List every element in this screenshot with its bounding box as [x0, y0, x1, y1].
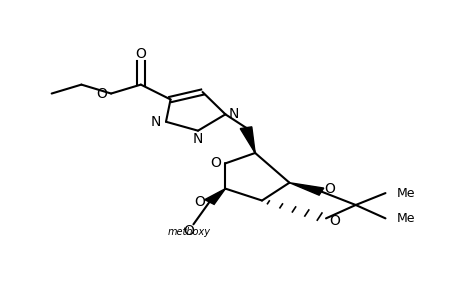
- Text: N: N: [192, 132, 203, 146]
- Text: N: N: [228, 107, 238, 121]
- Text: methoxy: methoxy: [167, 227, 210, 237]
- Text: Me: Me: [396, 212, 414, 225]
- Polygon shape: [240, 127, 255, 153]
- Text: N: N: [151, 115, 161, 129]
- Polygon shape: [204, 189, 225, 204]
- Text: Me: Me: [396, 187, 414, 200]
- Polygon shape: [289, 183, 323, 195]
- Text: O: O: [194, 195, 204, 209]
- Text: O: O: [324, 182, 335, 196]
- Text: O: O: [183, 224, 194, 238]
- Text: O: O: [209, 156, 220, 170]
- Text: O: O: [328, 214, 339, 228]
- Text: O: O: [135, 47, 146, 61]
- Text: O: O: [96, 86, 107, 100]
